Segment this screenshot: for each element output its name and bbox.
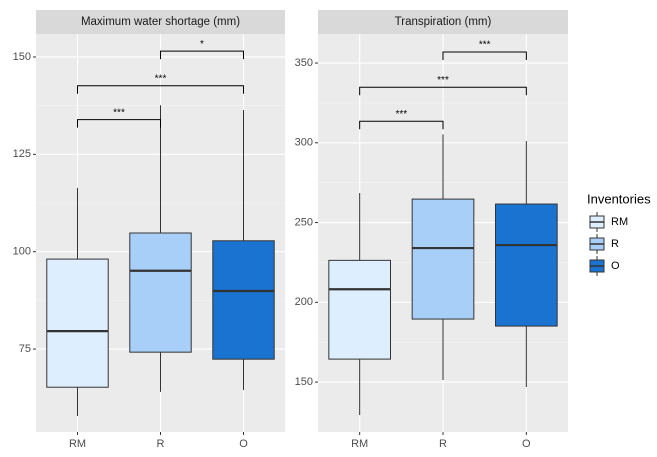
significance-label: * xyxy=(200,39,204,50)
x-tick-label: RM xyxy=(69,438,86,450)
significance-label: *** xyxy=(155,73,167,84)
y-tick-label: 125 xyxy=(13,148,31,160)
significance-bracket xyxy=(359,120,444,130)
strip xyxy=(318,10,568,34)
significance-label: *** xyxy=(395,109,407,120)
significance-label: *** xyxy=(479,40,491,51)
panel-title: Transpiration (mm) xyxy=(395,16,492,28)
x-tick-label: R xyxy=(157,438,165,450)
x-tick-label: RM xyxy=(351,438,368,450)
box xyxy=(411,198,475,320)
significance-label: *** xyxy=(113,107,125,118)
x-tick-label: R xyxy=(439,438,447,450)
y-tick-label: 300 xyxy=(295,137,313,149)
significance-bracket xyxy=(77,85,244,94)
significance-bracket xyxy=(160,50,244,60)
strip xyxy=(36,10,285,34)
legend-label: RM xyxy=(611,216,628,228)
panel-title: Maximum water shortage (mm) xyxy=(81,16,240,28)
y-tick-label: 200 xyxy=(295,296,313,308)
y-tick-label: 350 xyxy=(295,57,313,69)
y-tick-label: 100 xyxy=(13,246,31,258)
significance-label: *** xyxy=(437,75,449,86)
x-tick-label: O xyxy=(522,438,531,450)
legend-label: R xyxy=(611,238,619,250)
box xyxy=(328,259,392,360)
legend-title: Inventories xyxy=(587,191,651,206)
box xyxy=(212,240,275,360)
box xyxy=(495,203,558,327)
significance-bracket xyxy=(77,119,161,128)
y-tick-label: 150 xyxy=(295,376,313,388)
significance-bracket xyxy=(359,86,527,96)
y-tick-label: 150 xyxy=(13,51,31,63)
legend-label: O xyxy=(611,260,620,272)
box xyxy=(46,258,109,388)
significance-bracket xyxy=(442,51,527,61)
box xyxy=(129,232,192,353)
y-tick-label: 250 xyxy=(295,216,313,228)
x-tick-label: O xyxy=(239,438,248,450)
y-tick-label: 75 xyxy=(19,343,31,355)
